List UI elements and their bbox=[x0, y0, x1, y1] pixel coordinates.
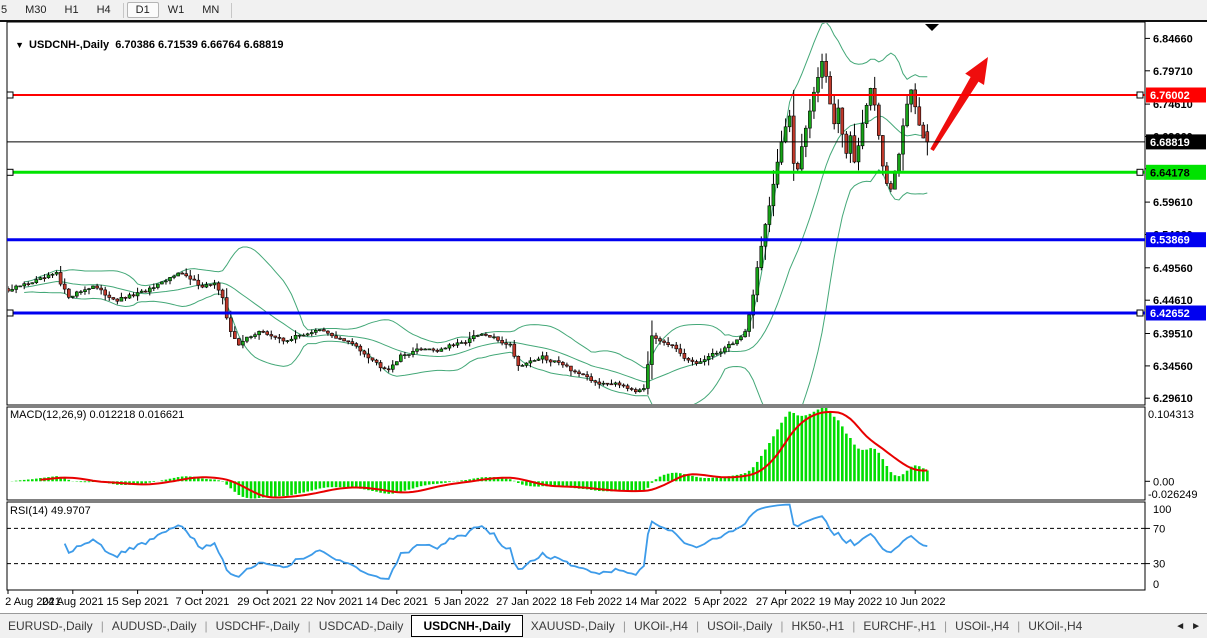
down-triangle-marker[interactable] bbox=[925, 24, 939, 31]
main-pane-content bbox=[8, 23, 988, 404]
rsi-axis-100: 100 bbox=[1153, 504, 1171, 516]
date-axis-label: 5 Apr 2022 bbox=[694, 596, 747, 608]
toolbar-separator bbox=[231, 2, 233, 18]
tab-separator: | bbox=[307, 619, 311, 633]
hline-handle[interactable] bbox=[6, 91, 14, 99]
bollinger-band-lower bbox=[24, 169, 928, 404]
chart-tab-eurusd-daily[interactable]: EURUSD-,Daily bbox=[8, 619, 93, 633]
date-axis-label: 27 Apr 2022 bbox=[756, 596, 815, 608]
date-axis-label: 14 Mar 2022 bbox=[625, 596, 687, 608]
chart-tab-audusd-daily[interactable]: AUDUSD-,Daily bbox=[111, 619, 197, 633]
date-axis-label: 24 Aug 2021 bbox=[42, 596, 104, 608]
price-line-label: 6.68819 bbox=[1150, 137, 1190, 149]
price-axis-tick: 6.29610 bbox=[1153, 393, 1193, 405]
date-axis-label: 18 Feb 2022 bbox=[560, 596, 622, 608]
hline-handle[interactable] bbox=[1136, 168, 1144, 176]
price-label-box bbox=[1146, 87, 1206, 103]
date-axis-label: 27 Jan 2022 bbox=[496, 596, 557, 608]
price-label-box bbox=[1146, 134, 1206, 150]
hline-handle[interactable] bbox=[1136, 91, 1144, 99]
price-axis-tick: 6.84660 bbox=[1153, 33, 1193, 45]
hline-handle[interactable] bbox=[6, 168, 14, 176]
chart-tab-xauusd-daily[interactable]: XAUUSD-,Daily bbox=[530, 619, 615, 633]
timeframe-button-h1[interactable]: H1 bbox=[64, 4, 79, 16]
date-axis-label: 15 Sep 2021 bbox=[106, 596, 168, 608]
macd-axis-zero: 0.00 bbox=[1153, 476, 1174, 488]
chart-title-text: USDCNH-,Daily 6.70386 6.71539 6.66764 6.… bbox=[29, 39, 284, 51]
rsi-line bbox=[63, 503, 928, 580]
date-axis-label: 14 Dec 2021 bbox=[366, 596, 428, 608]
date-axis-label: 2 Aug 2021 bbox=[5, 596, 61, 608]
timeframe-button-mn[interactable]: MN bbox=[202, 4, 220, 16]
rsi-axis-70: 70 bbox=[1153, 523, 1165, 535]
macd-signal-line bbox=[40, 410, 928, 499]
chart-tab-bar: EURUSD-,Daily | AUDUSD-,Daily | USDCHF-,Dail… bbox=[0, 613, 1207, 638]
price-line-label: 6.76002 bbox=[1150, 90, 1190, 102]
tab-separator: | bbox=[1017, 619, 1021, 633]
tab-separator: | bbox=[780, 619, 784, 633]
chart-tab-usdcad-daily[interactable]: USDCAD-,Daily bbox=[318, 619, 404, 633]
rsi-axis-30: 30 bbox=[1153, 559, 1165, 571]
chart-tab-ukoil-h4[interactable]: UKOil-,H4 bbox=[1028, 619, 1083, 633]
toolbar-separator bbox=[122, 2, 124, 18]
price-line-label: 6.42652 bbox=[1150, 308, 1190, 320]
date-axis-label: 7 Oct 2021 bbox=[175, 596, 229, 608]
macd-pane-content bbox=[10, 408, 929, 499]
timeframe-button-d1[interactable]: D1 bbox=[126, 2, 159, 18]
chart-tab-ukoil-h4[interactable]: UKOil-,H4 bbox=[633, 619, 688, 633]
chart-tab-eurchf-h1[interactable]: EURCHF-,H1 bbox=[863, 619, 937, 633]
macd-indicator-label: MACD(12,26,9) 0.012218 0.016621 bbox=[10, 409, 185, 421]
price-label-box bbox=[1146, 164, 1206, 180]
chart-tab-usoil-daily[interactable]: USOil-,Daily bbox=[707, 619, 773, 633]
tab-separator: | bbox=[204, 619, 208, 633]
tab-separator: | bbox=[622, 619, 626, 633]
red-arrow-annotation[interactable] bbox=[930, 57, 988, 151]
tab-scroll-arrows: ◄ ► bbox=[1169, 621, 1201, 632]
tab-scroll-right-icon[interactable]: ► bbox=[1191, 620, 1201, 632]
tab-separator: | bbox=[695, 619, 700, 633]
date-axis-label: 5 Jan 2022 bbox=[434, 596, 488, 608]
hline-handle[interactable] bbox=[6, 309, 14, 317]
timeframe-button-m30[interactable]: M30 bbox=[25, 4, 47, 16]
price-axis-tick: 6.44610 bbox=[1153, 295, 1193, 307]
chart-tab-hk50-h1[interactable]: HK50-,H1 bbox=[791, 619, 845, 633]
hline-handle[interactable] bbox=[1136, 309, 1144, 317]
date-axis-label: 10 Jun 2022 bbox=[885, 596, 946, 608]
timeframe-button-w1[interactable]: W1 bbox=[167, 4, 185, 16]
price-axis-tick: 6.49560 bbox=[1153, 263, 1193, 275]
timeframe-button-5[interactable]: 5 bbox=[1, 4, 8, 16]
price-line-label: 6.64178 bbox=[1150, 167, 1190, 179]
chart-tab-usoil-h4[interactable]: USOil-,H4 bbox=[955, 619, 1010, 633]
chevron-down-icon[interactable]: ▼ bbox=[15, 40, 25, 50]
price-line-label: 6.53869 bbox=[1150, 235, 1190, 247]
chart-title: ▼ USDCNH-,Daily 6.70386 6.71539 6.66764 6… bbox=[9, 27, 283, 51]
tab-scroll-left-icon[interactable]: ◄ bbox=[1175, 620, 1186, 632]
date-axis-label: 22 Nov 2021 bbox=[301, 596, 363, 608]
rsi-indicator-label: RSI(14) 49.9707 bbox=[10, 505, 91, 517]
date-axis-label: 29 Oct 2021 bbox=[237, 596, 297, 608]
price-axis-tick: 6.59610 bbox=[1153, 197, 1193, 209]
timeframe-button-h4[interactable]: H4 bbox=[96, 4, 111, 16]
tab-separator: | bbox=[852, 619, 856, 633]
price-axis-tick: 6.79710 bbox=[1153, 66, 1193, 78]
tab-separator: | bbox=[944, 619, 948, 633]
tab-separator: | bbox=[100, 619, 104, 633]
price-label-box bbox=[1146, 232, 1206, 248]
macd-axis-min: -0.026249 bbox=[1148, 489, 1198, 501]
rsi-pane-content bbox=[63, 503, 928, 580]
timeframe-toolbar: 5 M30 H1 H4 D1 W1 MN bbox=[0, 0, 1207, 20]
chart-canvas[interactable]: 6.846606.797106.746106.696606.647106.596… bbox=[0, 20, 1207, 613]
price-axis-tick: 6.34560 bbox=[1153, 361, 1193, 373]
price-axis-tick: 6.39510 bbox=[1153, 329, 1193, 341]
rsi-axis-0: 0 bbox=[1153, 579, 1159, 591]
bollinger-band-middle bbox=[24, 115, 928, 383]
candles-group bbox=[8, 53, 930, 395]
chart-tab-usdchf-daily[interactable]: USDCHF-,Daily bbox=[215, 619, 300, 633]
macd-axis-max: 0.104313 bbox=[1148, 409, 1194, 421]
price-label-box bbox=[1146, 305, 1206, 321]
date-axis-label: 19 May 2022 bbox=[819, 596, 883, 608]
chart-tab-usdcnh-daily[interactable]: USDCNH-,Daily bbox=[411, 615, 523, 637]
